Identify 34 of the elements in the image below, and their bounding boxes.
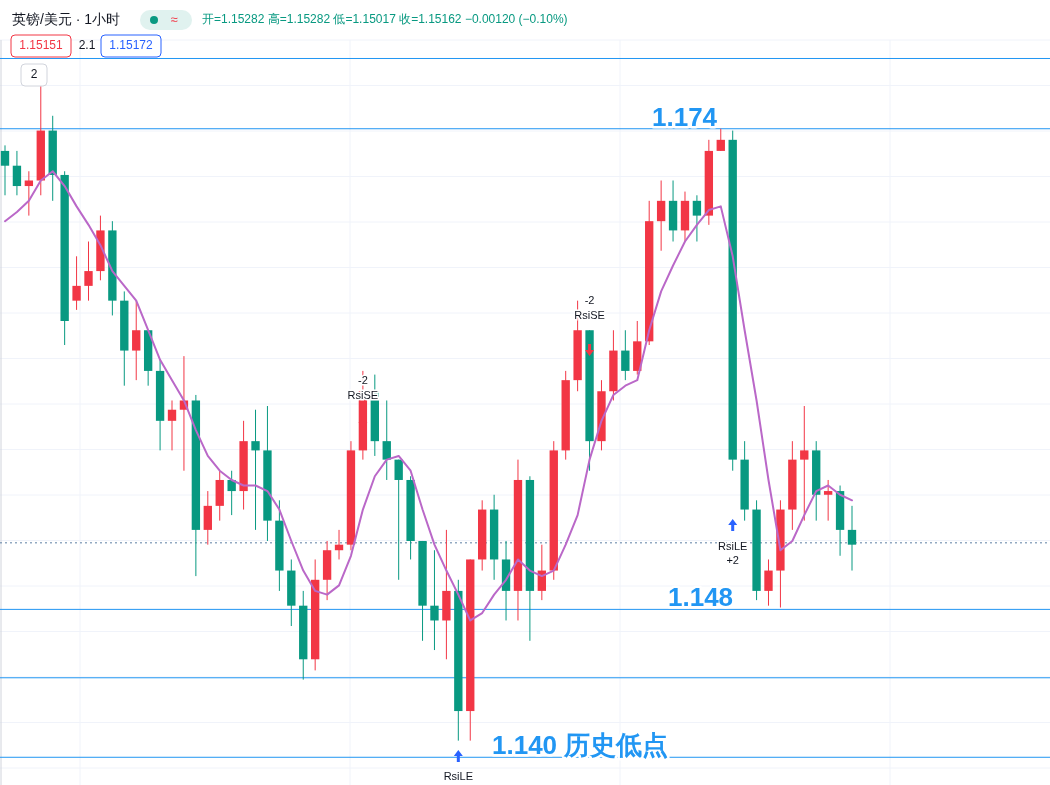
candlestick xyxy=(0,144,10,196)
candlestick xyxy=(764,558,773,607)
chart-title: 英镑/美元 · 1小时 xyxy=(12,10,121,27)
annotation: RsiLE xyxy=(443,769,473,782)
candlestick xyxy=(394,459,403,581)
candlestick xyxy=(823,479,833,522)
text: ≈ xyxy=(170,12,178,28)
candlestick xyxy=(621,329,630,381)
candlestick xyxy=(430,549,439,651)
annotation: -2 xyxy=(358,373,368,386)
ref-line-label: 1.174 xyxy=(652,101,718,132)
annotation: -2 xyxy=(584,293,595,306)
candlestick xyxy=(24,170,34,217)
candlestick xyxy=(72,255,81,311)
candlestick xyxy=(847,505,857,572)
candlestick xyxy=(227,470,236,516)
candlestick xyxy=(251,409,260,531)
candlestick xyxy=(656,180,666,252)
annotation: +2 xyxy=(726,553,739,566)
annotation: 2 xyxy=(30,67,38,82)
candlestick xyxy=(382,399,391,481)
annotation: 1.15151 xyxy=(19,38,64,53)
candlestick xyxy=(12,150,22,196)
candlestick xyxy=(84,241,93,302)
candlestick xyxy=(716,128,725,152)
annotation: RsiLE xyxy=(718,539,748,552)
candlestick xyxy=(692,194,702,242)
ref-line-label: 1.140 历史低点 xyxy=(492,730,669,761)
annotation: 2.1 xyxy=(78,38,96,53)
annotation: 1.15172 xyxy=(109,38,154,53)
ref-line-label: 1.148 xyxy=(668,582,734,613)
chart-subtitle: 开=1.15282 高=1.15282 低=1.15017 收=1.15162 −0.00120 (−0.10%) xyxy=(202,12,568,27)
candlestick xyxy=(800,405,809,522)
candlestick xyxy=(167,399,177,451)
